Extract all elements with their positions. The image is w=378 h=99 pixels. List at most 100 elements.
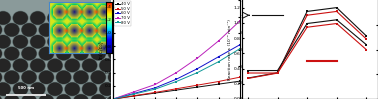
Circle shape xyxy=(99,82,115,96)
Y-axis label: Reaction rate κ (10⁻² min⁻¹): Reaction rate κ (10⁻² min⁻¹) xyxy=(251,19,255,80)
Circle shape xyxy=(90,94,106,99)
Circle shape xyxy=(39,47,54,60)
Circle shape xyxy=(99,58,115,73)
Text: 500 nm: 500 nm xyxy=(18,86,34,90)
Circle shape xyxy=(107,46,124,61)
Circle shape xyxy=(0,71,2,84)
Circle shape xyxy=(107,94,124,99)
Circle shape xyxy=(4,94,20,99)
Circle shape xyxy=(73,94,88,99)
Circle shape xyxy=(117,82,132,96)
Circle shape xyxy=(0,11,11,25)
Circle shape xyxy=(73,46,89,61)
Circle shape xyxy=(0,46,3,61)
Circle shape xyxy=(38,70,54,85)
Circle shape xyxy=(82,34,98,49)
Circle shape xyxy=(30,59,45,72)
Circle shape xyxy=(82,35,97,49)
Circle shape xyxy=(56,94,72,99)
Circle shape xyxy=(0,82,11,96)
Circle shape xyxy=(48,82,62,96)
Circle shape xyxy=(73,23,89,37)
Circle shape xyxy=(0,58,11,73)
Circle shape xyxy=(0,34,11,49)
Circle shape xyxy=(22,94,37,99)
Circle shape xyxy=(116,34,132,49)
Circle shape xyxy=(29,34,46,49)
Circle shape xyxy=(30,35,45,49)
Circle shape xyxy=(116,58,132,73)
Circle shape xyxy=(91,23,106,37)
Circle shape xyxy=(48,11,62,25)
Circle shape xyxy=(56,70,72,85)
Circle shape xyxy=(0,23,2,37)
Circle shape xyxy=(0,94,2,99)
Circle shape xyxy=(91,71,106,84)
Circle shape xyxy=(56,71,71,84)
Circle shape xyxy=(107,23,124,37)
Circle shape xyxy=(0,11,11,25)
Circle shape xyxy=(21,70,37,85)
Circle shape xyxy=(21,23,37,37)
Circle shape xyxy=(82,82,97,96)
Circle shape xyxy=(4,23,20,37)
Circle shape xyxy=(82,59,97,72)
Y-axis label: Reaction rate κ (10⁻² min⁻¹): Reaction rate κ (10⁻² min⁻¹) xyxy=(228,19,232,80)
Circle shape xyxy=(30,11,45,25)
Circle shape xyxy=(47,58,63,73)
Circle shape xyxy=(65,35,80,49)
Y-axis label: ln(c/c₀): ln(c/c₀) xyxy=(98,40,104,59)
Circle shape xyxy=(116,82,132,96)
Circle shape xyxy=(108,23,123,37)
Circle shape xyxy=(73,94,89,99)
Circle shape xyxy=(47,34,63,49)
Circle shape xyxy=(39,71,54,84)
Circle shape xyxy=(108,94,123,99)
Circle shape xyxy=(99,59,115,72)
Circle shape xyxy=(4,23,19,37)
Circle shape xyxy=(56,94,71,99)
Circle shape xyxy=(21,46,37,61)
Circle shape xyxy=(38,23,54,37)
Circle shape xyxy=(99,34,115,49)
Circle shape xyxy=(90,46,106,61)
Circle shape xyxy=(4,46,20,61)
Circle shape xyxy=(38,94,54,99)
Circle shape xyxy=(99,35,115,49)
Circle shape xyxy=(21,94,37,99)
Circle shape xyxy=(4,94,19,99)
Circle shape xyxy=(0,23,3,37)
Circle shape xyxy=(73,70,89,85)
Circle shape xyxy=(47,82,63,96)
Circle shape xyxy=(73,23,88,37)
Circle shape xyxy=(116,11,132,25)
Circle shape xyxy=(73,47,88,60)
Circle shape xyxy=(29,11,46,25)
Circle shape xyxy=(12,11,28,25)
Circle shape xyxy=(47,11,63,25)
Circle shape xyxy=(13,11,28,25)
Circle shape xyxy=(82,58,98,73)
Circle shape xyxy=(65,59,80,72)
Circle shape xyxy=(82,82,98,96)
Circle shape xyxy=(13,59,28,72)
Circle shape xyxy=(4,71,19,84)
Circle shape xyxy=(108,47,123,60)
Circle shape xyxy=(48,35,62,49)
Circle shape xyxy=(22,23,37,37)
Legend: 40 V, 50 V, 60 V, 70 V, 80 V: 40 V, 50 V, 60 V, 70 V, 80 V xyxy=(114,1,131,26)
Circle shape xyxy=(22,71,37,84)
Circle shape xyxy=(65,82,80,96)
Circle shape xyxy=(4,47,19,60)
Circle shape xyxy=(90,23,106,37)
Circle shape xyxy=(29,58,46,73)
Circle shape xyxy=(65,11,80,25)
Circle shape xyxy=(64,34,81,49)
Circle shape xyxy=(91,47,106,60)
Circle shape xyxy=(91,94,106,99)
Circle shape xyxy=(56,23,72,37)
Circle shape xyxy=(39,94,54,99)
Circle shape xyxy=(4,70,20,85)
Circle shape xyxy=(48,59,62,72)
Circle shape xyxy=(39,23,54,37)
